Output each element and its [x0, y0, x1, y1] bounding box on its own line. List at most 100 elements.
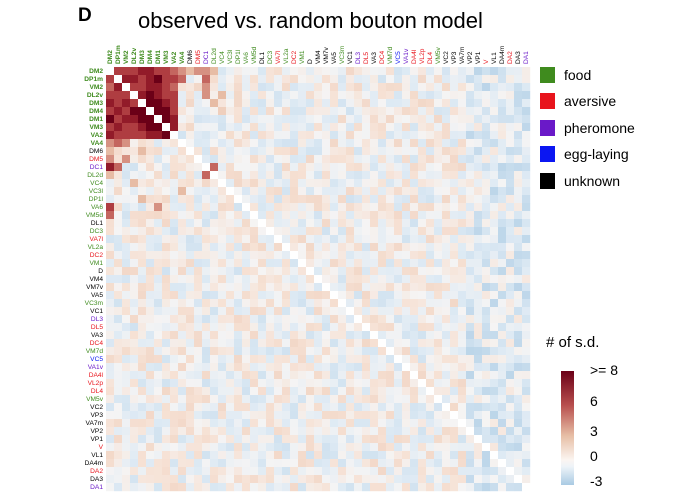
heatmap-cell — [442, 115, 451, 124]
heatmap-cell — [210, 179, 219, 188]
heatmap-cell — [450, 347, 459, 356]
heatmap-cell — [482, 315, 491, 324]
heatmap-cell — [122, 435, 131, 444]
row-label: VM7d — [86, 348, 104, 355]
heatmap-cell — [170, 331, 179, 340]
heatmap-cell — [410, 195, 419, 204]
heatmap-cell — [298, 483, 307, 492]
heatmap-cell — [466, 379, 475, 388]
heatmap-cell — [138, 275, 147, 284]
heatmap-cell — [298, 291, 307, 300]
heatmap-cell — [506, 371, 515, 380]
heatmap-cell — [218, 83, 227, 92]
heatmap-cell — [266, 475, 275, 484]
heatmap-cell — [450, 99, 459, 108]
heatmap-cell — [370, 347, 379, 356]
heatmap-cell — [130, 123, 139, 132]
heatmap-cell — [226, 323, 235, 332]
heatmap-cell — [482, 123, 491, 132]
heatmap-cell — [162, 315, 171, 324]
heatmap-cell — [114, 483, 123, 492]
heatmap-cell — [114, 275, 123, 284]
heatmap-cell — [242, 283, 251, 292]
heatmap-cell — [506, 147, 515, 156]
heatmap-cell — [338, 483, 347, 492]
heatmap-cell — [282, 403, 291, 412]
row-label: DL2d — [87, 172, 103, 179]
heatmap-cell — [106, 147, 115, 156]
heatmap-cell — [258, 371, 267, 380]
heatmap-cell — [114, 99, 123, 108]
heatmap-cell — [250, 107, 259, 116]
heatmap-cell — [210, 115, 219, 124]
heatmap-cell — [434, 451, 443, 460]
heatmap-cell — [314, 163, 323, 172]
heatmap-cell — [514, 219, 523, 228]
heatmap-cell — [522, 195, 531, 204]
heatmap-cell — [522, 227, 531, 236]
heatmap-cell — [130, 459, 139, 468]
heatmap-cell — [346, 339, 355, 348]
heatmap-cell — [226, 395, 235, 404]
heatmap-cell — [298, 403, 307, 412]
heatmap-cell — [274, 115, 283, 124]
heatmap-cell — [378, 355, 387, 364]
heatmap-cell — [250, 339, 259, 348]
heatmap-cell — [498, 323, 507, 332]
heatmap-cell — [394, 75, 403, 84]
heatmap-cell — [114, 211, 123, 220]
heatmap-cell — [418, 115, 427, 124]
heatmap-cell — [250, 363, 259, 372]
heatmap-cell — [522, 387, 531, 396]
heatmap-cell — [338, 459, 347, 468]
heatmap-cell — [186, 243, 195, 252]
heatmap-cell — [290, 475, 299, 484]
heatmap-cell — [466, 243, 475, 252]
heatmap-cell — [306, 131, 315, 140]
heatmap-cell — [242, 171, 251, 180]
heatmap-cell — [186, 203, 195, 212]
heatmap-cell — [194, 227, 203, 236]
heatmap-cell — [250, 291, 259, 300]
heatmap-cell — [490, 395, 499, 404]
heatmap-cell — [226, 259, 235, 268]
heatmap-cell — [202, 235, 211, 244]
row-label: DL1 — [91, 220, 103, 227]
heatmap-cell — [394, 211, 403, 220]
heatmap-cell — [458, 219, 467, 228]
heatmap-cell — [354, 123, 363, 132]
heatmap-cell — [506, 387, 515, 396]
heatmap-cell — [498, 243, 507, 252]
heatmap-cell — [338, 91, 347, 100]
heatmap-cell — [434, 395, 443, 404]
heatmap-cell — [314, 467, 323, 476]
heatmap-cell — [258, 339, 267, 348]
heatmap-cell — [482, 331, 491, 340]
heatmap-cell — [122, 475, 131, 484]
heatmap-cell — [498, 211, 507, 220]
heatmap-cell — [378, 91, 387, 100]
heatmap-cell — [474, 99, 483, 108]
heatmap-cell — [194, 219, 203, 228]
heatmap-cell — [194, 251, 203, 260]
heatmap-cell — [434, 91, 443, 100]
heatmap-cell — [434, 155, 443, 164]
heatmap-cell — [146, 139, 155, 148]
heatmap-cell — [362, 187, 371, 196]
heatmap-cell — [218, 451, 227, 460]
heatmap-cell — [474, 179, 483, 188]
heatmap-cell — [122, 323, 131, 332]
heatmap-cell — [314, 435, 323, 444]
heatmap-cell — [146, 387, 155, 396]
heatmap-cell — [458, 363, 467, 372]
heatmap-cell — [498, 339, 507, 348]
heatmap-cell — [146, 195, 155, 204]
heatmap-cell — [298, 267, 307, 276]
heatmap-cell — [130, 427, 139, 436]
heatmap-cell — [186, 155, 195, 164]
heatmap-cell — [490, 131, 499, 140]
heatmap-cell — [154, 203, 163, 212]
heatmap-cell — [458, 203, 467, 212]
heatmap-cell — [514, 451, 523, 460]
heatmap-cell — [498, 435, 507, 444]
